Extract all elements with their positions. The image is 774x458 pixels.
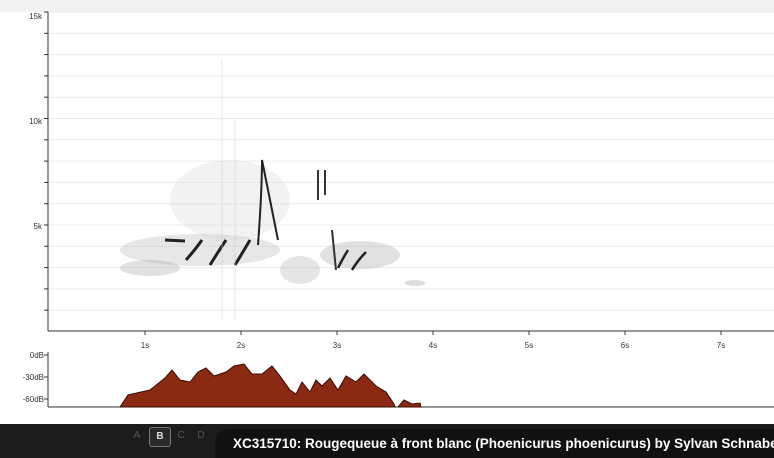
wave-tick-labels: 0dB -30dB -60dB <box>23 351 48 404</box>
x-tick-label: 7s <box>717 341 725 350</box>
wave-tick-label: -60dB <box>23 395 44 404</box>
y-tick-labels: 15k 10k 5k <box>29 12 43 231</box>
top-strip <box>0 0 774 12</box>
mode-button[interactable]: C <box>177 430 185 441</box>
y-tick-label: 5k <box>34 222 43 231</box>
spectrogram-image <box>120 60 425 320</box>
caption: XC315710: Rougequeue à front blanc (Phoe… <box>215 429 774 458</box>
grid <box>44 11 774 311</box>
mode-button[interactable]: B <box>149 427 171 447</box>
wave-tick-label: -30dB <box>23 373 44 382</box>
x-tick-label: 2s <box>237 341 245 350</box>
x-tick-label: 5s <box>525 341 533 350</box>
mode-button[interactable]: D <box>197 430 205 441</box>
x-tick-labels: 1s 2s 3s 4s 5s 6s 7s <box>141 331 725 350</box>
x-tick-label: 4s <box>429 341 437 350</box>
x-tick-label: 3s <box>333 341 341 350</box>
x-tick-label: 1s <box>141 341 149 350</box>
mode-button[interactable]: A <box>133 430 141 441</box>
waveform-envelope <box>119 363 422 408</box>
x-tick-label: 6s <box>621 341 629 350</box>
y-tick-label: 10k <box>29 117 43 126</box>
wave-tick-label: 0dB <box>30 351 44 360</box>
y-tick-label: 15k <box>29 12 43 21</box>
